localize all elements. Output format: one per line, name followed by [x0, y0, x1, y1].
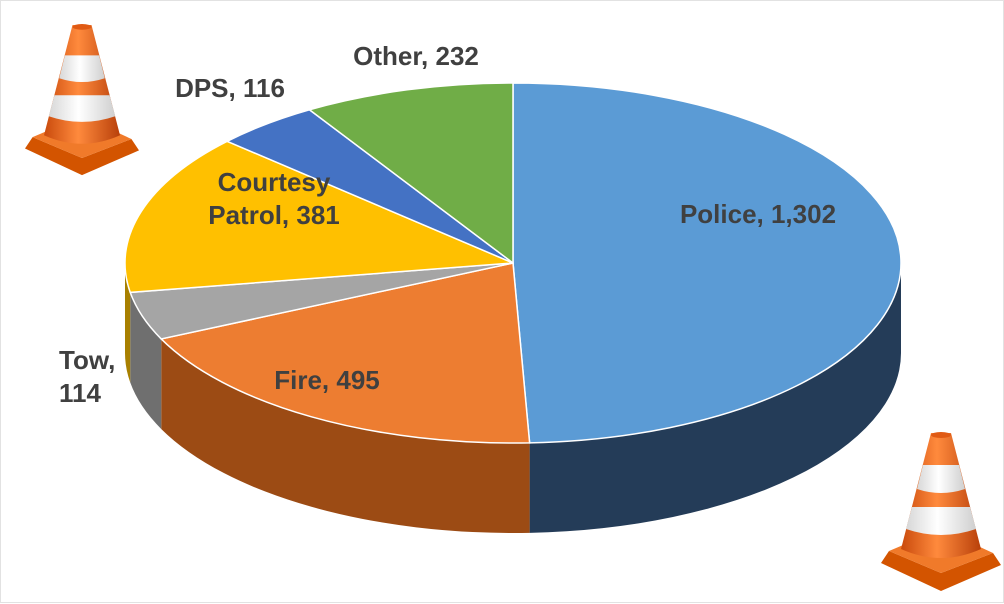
pie-side-courtesy-patrol — [125, 263, 131, 383]
pie-side-police — [529, 263, 901, 533]
traffic-cone-icon — [881, 432, 1001, 591]
pie-slice-fire — [159, 262, 531, 444]
pie-side-fire — [161, 338, 530, 533]
data-label-police: Police, 1,302 — [680, 199, 836, 229]
pie-sides — [125, 263, 901, 533]
pie-slice-police — [512, 82, 902, 444]
data-label-tow: Tow, 114 — [59, 345, 115, 408]
pie-top — [124, 82, 902, 444]
data-label-fire: Fire, 495 — [274, 365, 380, 395]
pie-labels: Police, 1,302 Fire, 495 Tow, 114 Courtesy Pat… — [59, 41, 836, 408]
pie-slice-other — [307, 82, 514, 265]
decorations — [25, 24, 1001, 591]
data-label-courtesy-patrol: Courtesy Patrol, 381 — [208, 167, 340, 230]
data-label-dps: DPS, 116 — [175, 73, 285, 103]
pie-slice-courtesy-patrol — [124, 140, 514, 294]
pie-side-tow — [130, 292, 162, 429]
traffic-cone-icon — [25, 24, 139, 176]
data-label-other: Other, 232 — [353, 41, 479, 71]
